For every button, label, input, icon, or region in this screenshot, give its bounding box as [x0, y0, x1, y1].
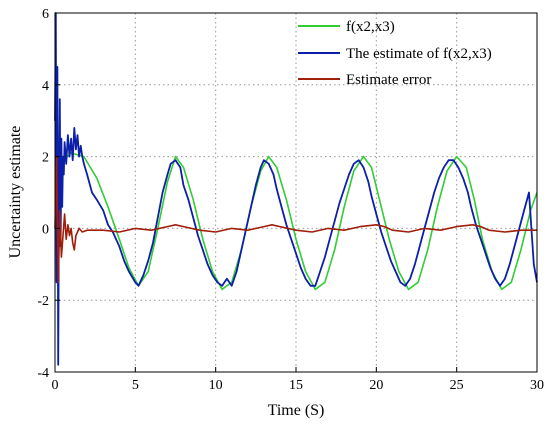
x-tick-label: 25: [450, 378, 464, 393]
x-tick-label: 10: [209, 378, 223, 393]
x-tick-labels: 0 5 10 15 20 25 30: [52, 378, 545, 393]
series-line-error: [54, 155, 537, 284]
y-tick-label: -2: [37, 294, 49, 309]
y-tick-label: 4: [42, 79, 49, 94]
legend-label-f: f(x2,x3): [346, 19, 395, 35]
x-tick-label: 15: [289, 378, 303, 393]
y-tick-label: 6: [42, 7, 49, 22]
x-tick-label: 20: [369, 378, 383, 393]
x-tick-label: 30: [530, 378, 544, 393]
x-tick-label: 5: [132, 378, 139, 393]
series-line-estimate: [54, 12, 538, 366]
legend-label-error: Estimate error: [346, 72, 431, 88]
legend-label-estimate: The estimate of f(x2,x3): [346, 46, 492, 62]
y-tick-labels: -4 -2 0 2 4 6: [37, 7, 49, 381]
series-line-f: [59, 152, 538, 291]
series-lines: [54, 12, 538, 366]
y-tick-label: 2: [42, 151, 49, 166]
y-tick-label: 0: [42, 222, 49, 237]
x-tick-label: 0: [52, 378, 59, 393]
x-axis-label: Time (S): [268, 402, 325, 419]
legend: f(x2,x3) The estimate of f(x2,x3) Estima…: [298, 19, 492, 88]
y-axis-label: Uncertainty estimate: [7, 126, 24, 259]
y-tick-label: -4: [37, 366, 49, 381]
tick-marks: [54, 12, 538, 373]
